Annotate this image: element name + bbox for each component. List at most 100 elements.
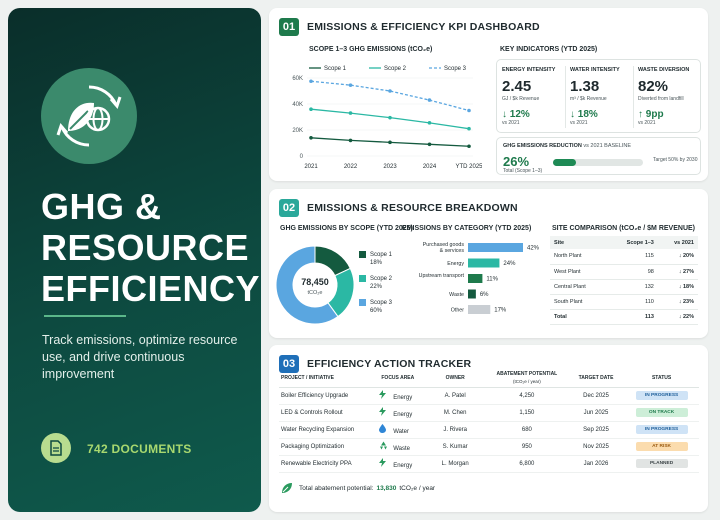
focus-area: Energy <box>371 387 425 405</box>
data-point <box>427 121 432 125</box>
kpi-change: ↑ 9pp <box>638 109 664 120</box>
focus-area: Energy <box>371 455 425 473</box>
data-point <box>348 111 353 115</box>
legend-pct: 60% <box>370 308 383 314</box>
series-line <box>310 80 470 112</box>
site-row[interactable]: South Plant 110 ↓ 23% <box>550 294 698 310</box>
data-point <box>309 107 313 111</box>
bar-category-label: Waste <box>449 292 464 298</box>
data-point <box>427 98 432 102</box>
legend-swatch <box>359 275 366 282</box>
site-row[interactable]: Central Plant 132 ↓ 18% <box>550 279 698 295</box>
x-tick-label: 2024 <box>423 164 437 170</box>
focus-area: Energy <box>371 404 425 422</box>
legend-label: Scope 3 <box>444 66 467 72</box>
status-badge[interactable]: AT RISK <box>635 442 688 451</box>
x-tick-label: 2022 <box>344 164 358 170</box>
reduction-progress-track <box>553 159 643 166</box>
reduction-value: 26% <box>503 154 530 169</box>
site-row[interactable]: West Plant 98 ↓ 27% <box>550 264 698 280</box>
data-point <box>348 138 353 143</box>
kpi-title: ENERGY INTENSITY <box>502 67 556 73</box>
tracker-row[interactable]: Boiler Efficiency Upgrade Energy A. Pate… <box>279 387 699 405</box>
total-unit: tCO₂e / year <box>399 484 436 492</box>
site-change: ↓ 23% <box>657 294 698 310</box>
x-tick-label: YTD 2025 <box>455 164 482 170</box>
leaf-icon <box>282 483 292 493</box>
droplet-icon <box>379 424 389 435</box>
tracker-row[interactable]: Packaging Optimization Waste S. Kumar 95… <box>279 438 699 456</box>
kpi-title: WATER INTENSITY <box>570 67 620 73</box>
scope-header: Scope 1–3 <box>607 236 658 249</box>
focus-area: Water <box>371 421 425 439</box>
project-name: Water Recycling Expansion <box>279 421 372 439</box>
donut-slice <box>275 245 339 325</box>
document-icon <box>41 433 71 463</box>
section-title: EMISSIONS & EFFICIENCY KPI DASHBOARD <box>307 21 540 33</box>
divider <box>44 315 126 317</box>
legend-pct: 22% <box>370 284 383 290</box>
total-label: Total abatement potential: <box>299 484 374 492</box>
status-badge[interactable]: ON TRACK <box>635 408 688 417</box>
leaf-globe-icon <box>41 68 137 164</box>
abatement: 6,800 <box>485 455 568 473</box>
kpi-unit: GJ / $k Revenue <box>502 96 540 102</box>
tracker-row[interactable]: Renewable Electricity PPA Energy L. Morg… <box>279 455 699 473</box>
bar <box>468 289 476 299</box>
site-name: Total <box>550 309 608 325</box>
hero-subtitle: Track emissions, optimize resource use, … <box>42 333 238 381</box>
focus-area: Waste <box>371 438 425 456</box>
reduction-title: GHG EMISSIONS REDUCTION <box>503 143 582 149</box>
donut-title: GHG EMISSIONS BY SCOPE (YTD 2025) <box>280 225 413 232</box>
kpi-unit: m³ / $k Revenue <box>570 96 607 102</box>
abatement: 1,150 <box>485 404 568 422</box>
site-row[interactable]: North Plant 115 ↓ 20% <box>550 249 698 265</box>
site-value: 132 <box>607 279 658 295</box>
reduction-box: GHG EMISSIONS REDUCTION vs 2021 BASELINE… <box>496 137 701 175</box>
site-value: 113 <box>607 309 658 325</box>
owner: L. Morgan <box>424 455 486 473</box>
site-change: ↓ 20% <box>657 249 698 265</box>
legend-swatch <box>359 251 366 258</box>
project-name: Boiler Efficiency Upgrade <box>279 387 372 405</box>
site-change: ↓ 22% <box>657 309 698 325</box>
data-point <box>388 140 392 145</box>
status-cell: IN PROGRESS <box>624 387 699 405</box>
site-change: ↓ 27% <box>657 264 698 280</box>
site-value: 110 <box>607 294 658 310</box>
bar <box>468 305 491 314</box>
site-value: 98 <box>607 264 658 280</box>
bar-category-label: Upstream transport <box>419 273 465 279</box>
legend-swatch <box>359 299 366 306</box>
site-row[interactable]: Total 113 ↓ 22% <box>550 309 698 325</box>
total-value: 13,830 <box>376 484 397 492</box>
kpi-change: ↓ 12% <box>502 109 530 120</box>
document-count[interactable]: 742 DOCUMENTS <box>87 442 192 456</box>
status-badge[interactable]: IN PROGRESS <box>635 425 688 434</box>
site-name: North Plant <box>550 249 608 265</box>
data-point <box>348 83 353 87</box>
x-tick-label: 2021 <box>304 164 318 170</box>
site-name: West Plant <box>550 264 608 280</box>
bolt-icon <box>379 390 389 401</box>
status-badge[interactable]: PLANNED <box>635 459 688 468</box>
tracker-row[interactable]: LED & Controls Rollout Energy M. Chen 1,… <box>279 404 699 422</box>
bar-category-label: Energy <box>447 261 464 267</box>
kpi-dashboard-card: 01 EMISSIONS & EFFICIENCY KPI DASHBOARD … <box>269 8 708 181</box>
site-name: South Plant <box>550 294 608 310</box>
status-badge[interactable]: IN PROGRESS <box>635 391 688 400</box>
owner: S. Kumar <box>424 438 486 456</box>
data-point <box>309 79 313 84</box>
legend-label: Scope 1 <box>370 252 393 258</box>
category-title: EMISSIONS BY CATEGORY (YTD 2025) <box>402 225 532 232</box>
kpi-tile: WASTE DIVERSION 82% Diverted from landfi… <box>638 67 706 126</box>
y-tick-label: 20K <box>292 128 303 134</box>
data-point <box>309 136 313 140</box>
tracker-row[interactable]: Water Recycling Expansion Water J. River… <box>279 421 699 439</box>
bar-category-label: Purchased goods <box>423 242 465 248</box>
legend-label: Scope 1 <box>324 66 347 72</box>
site-header: Site <box>550 236 608 249</box>
abatement: 680 <box>485 421 568 439</box>
project-name: Renewable Electricity PPA <box>279 455 372 473</box>
tracker-card: 03 EFFICIENCY ACTION TRACKER PROJECT / I… <box>269 345 708 512</box>
